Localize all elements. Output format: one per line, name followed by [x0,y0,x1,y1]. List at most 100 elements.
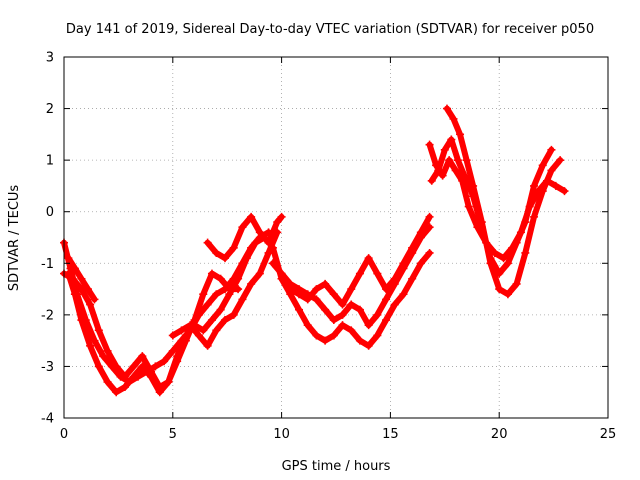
series-track-k [442,104,565,299]
data-point-marker [312,295,321,304]
data-point-marker [221,316,230,325]
data-point-marker [547,145,556,154]
data-point-marker [538,161,547,170]
y-tick-label: -1 [41,257,54,272]
data-point-marker [242,254,251,263]
data-point-marker [425,212,434,221]
data-point-marker [495,285,504,294]
data-point-marker [551,181,560,190]
y-tick-label: -2 [41,308,54,323]
data-point-marker [503,259,512,268]
data-point-marker [273,218,282,227]
data-point-marker [364,341,373,350]
data-point-marker [77,316,86,325]
data-point-marker [103,346,112,355]
data-point-marker [295,305,304,314]
x-axis-label: GPS time / hours [282,459,391,474]
data-point-marker [168,331,177,340]
data-point-marker [68,274,77,283]
data-point-marker [453,156,462,165]
data-point-marker [355,305,364,314]
data-point-marker [70,264,79,273]
data-point-marker [425,248,434,257]
data-point-marker [456,130,465,139]
data-point-marker [264,248,273,257]
data-point-marker [83,285,92,294]
data-point-marker [499,254,508,263]
data-point-marker [440,145,449,154]
data-point-marker [129,372,138,381]
data-point-marker [347,285,356,294]
data-point-marker [521,248,530,257]
data-point-marker [477,223,486,232]
series-track-e [168,228,282,350]
data-point-marker [203,238,212,247]
data-point-marker [99,352,108,361]
data-point-marker [486,254,495,263]
y-axis-label: SDTVAR / TECUs [7,185,22,292]
data-point-marker [212,248,221,257]
data-point-marker [382,316,391,325]
data-point-marker [168,346,177,355]
series-track-i [277,212,434,309]
data-point-marker [138,352,147,361]
data-point-marker [329,290,338,299]
data-point-marker [86,341,95,350]
data-point-marker [321,305,330,314]
data-point-marker [203,300,212,309]
data-point-marker [251,238,260,247]
data-point-marker [399,259,408,268]
data-point-marker [155,383,164,392]
data-point-marker [530,181,539,190]
data-point-marker [449,114,458,123]
data-point-marker [521,218,530,227]
data-point-marker [338,300,347,309]
data-point-marker [229,310,238,319]
data-point-marker [255,228,264,237]
data-point-marker [399,290,408,299]
data-point-marker [462,156,471,165]
data-point-marker [338,321,347,330]
data-point-marker [268,243,277,252]
data-point-marker [181,331,190,340]
x-tick-label: 15 [382,427,399,442]
data-point-marker [512,279,521,288]
data-point-marker [490,248,499,257]
y-tick-label: 2 [46,102,54,117]
data-point-marker [216,274,225,283]
data-point-marker [86,300,95,309]
data-point-marker [229,243,238,252]
data-point-marker [216,305,225,314]
y-tick-label: 0 [46,205,54,220]
data-point-marker [408,243,417,252]
data-point-marker [382,285,391,294]
series-trace [204,213,285,262]
data-point-marker [364,254,373,263]
data-layer [60,104,569,397]
data-point-marker [186,321,195,330]
data-point-marker [212,326,221,335]
chart-title: Day 141 of 2019, Sidereal Day-to-day VTE… [66,22,594,37]
data-point-marker [538,187,547,196]
data-point-marker [416,228,425,237]
data-point-marker [77,274,86,283]
plot-frame [63,56,609,419]
data-point-marker [445,156,454,165]
data-point-marker [303,295,312,304]
data-point-marker [373,331,382,340]
data-point-marker [103,377,112,386]
data-point-marker [438,171,447,180]
x-tick-label: 5 [169,427,177,442]
data-point-marker [247,212,256,221]
y-tick-label: 1 [46,154,54,169]
data-point-marker [120,383,129,392]
series-trace [278,213,433,308]
data-point-marker [264,238,273,247]
data-point-marker [129,362,138,371]
data-point-marker [90,295,99,304]
data-point-marker [464,202,473,211]
data-point-marker [194,331,203,340]
y-tick-label: -3 [41,360,54,375]
data-point-marker [321,279,330,288]
data-point-marker [451,166,460,175]
